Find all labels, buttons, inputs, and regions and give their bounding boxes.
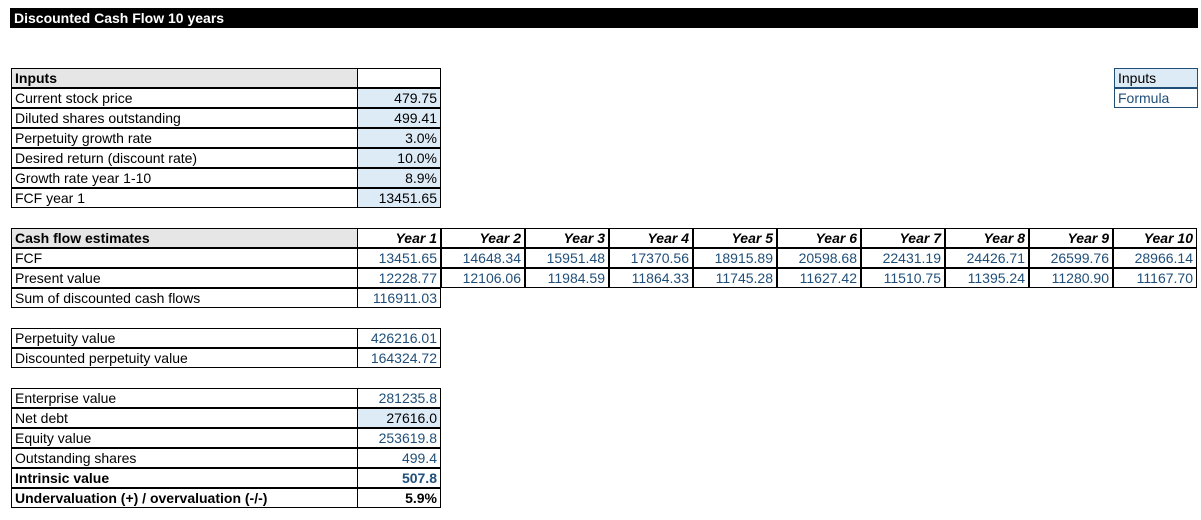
discount-rate-cell[interactable]: 10.0% xyxy=(357,148,441,168)
fcf-cell[interactable]: 13451.65 xyxy=(357,248,441,268)
enterprise-value-label[interactable]: Enterprise value xyxy=(11,388,358,408)
equity-value-label[interactable]: Equity value xyxy=(11,428,358,448)
year-header[interactable]: Year 10 xyxy=(1113,228,1197,248)
fcf-cell[interactable]: 26599.76 xyxy=(1029,248,1113,268)
intrinsic-value-cell[interactable]: 507.8 xyxy=(357,468,441,488)
year-header[interactable]: Year 6 xyxy=(777,228,861,248)
present-value-cell[interactable]: 12228.77 xyxy=(357,268,441,288)
input-label[interactable]: Current stock price xyxy=(11,88,358,108)
fcf-cell[interactable]: 18915.89 xyxy=(693,248,777,268)
year-header[interactable]: Year 5 xyxy=(693,228,777,248)
fcf-cell[interactable]: 28966.14 xyxy=(1113,248,1197,268)
discounted-perpetuity-label[interactable]: Discounted perpetuity value xyxy=(11,348,358,368)
intrinsic-value-label[interactable]: Intrinsic value xyxy=(11,468,358,488)
present-value-cell[interactable]: 11627.42 xyxy=(777,268,861,288)
growth-rate-cell[interactable]: 8.9% xyxy=(357,168,441,188)
present-value-cell[interactable]: 11167.70 xyxy=(1113,268,1197,288)
input-label[interactable]: Growth rate year 1-10 xyxy=(11,168,358,188)
present-value-cell[interactable]: 12106.06 xyxy=(441,268,525,288)
enterprise-value-cell[interactable]: 281235.8 xyxy=(357,388,441,408)
input-label[interactable]: Desired return (discount rate) xyxy=(11,148,358,168)
perpetuity-growth-cell[interactable]: 3.0% xyxy=(357,128,441,148)
year-header[interactable]: Year 4 xyxy=(609,228,693,248)
present-value-cell[interactable]: 11510.75 xyxy=(861,268,945,288)
sum-dcf-cell[interactable]: 116911.03 xyxy=(357,288,441,308)
fcf-label[interactable]: FCF xyxy=(11,248,358,268)
year-header[interactable]: Year 8 xyxy=(945,228,1029,248)
outstanding-shares-cell[interactable]: 499.4 xyxy=(357,448,441,468)
sheet-title: Discounted Cash Flow 10 years xyxy=(10,8,1198,28)
present-value-label[interactable]: Present value xyxy=(11,268,358,288)
perpetuity-value-label[interactable]: Perpetuity value xyxy=(11,328,358,348)
year-header[interactable]: Year 7 xyxy=(861,228,945,248)
undervaluation-cell[interactable]: 5.9% xyxy=(357,488,441,508)
legend-formula[interactable]: Formula xyxy=(1114,88,1198,108)
net-debt-cell[interactable]: 27616.0 xyxy=(357,408,441,428)
fcf-cell[interactable]: 15951.48 xyxy=(525,248,609,268)
year-header[interactable]: Year 1 xyxy=(357,228,441,248)
sum-dcf-label[interactable]: Sum of discounted cash flows xyxy=(11,288,358,308)
current-stock-price-cell[interactable]: 479.75 xyxy=(357,88,441,108)
cashflow-header[interactable]: Cash flow estimates xyxy=(11,228,358,248)
input-label[interactable]: Diluted shares outstanding xyxy=(11,108,358,128)
fcf-cell[interactable]: 24426.71 xyxy=(945,248,1029,268)
fcf-cell[interactable]: 14648.34 xyxy=(441,248,525,268)
present-value-cell[interactable]: 11984.59 xyxy=(525,268,609,288)
fcf-cell[interactable]: 20598.68 xyxy=(777,248,861,268)
equity-value-cell[interactable]: 253619.8 xyxy=(357,428,441,448)
discounted-perpetuity-cell[interactable]: 164324.72 xyxy=(357,348,441,368)
legend-inputs[interactable]: Inputs xyxy=(1114,68,1198,88)
fcf-cell[interactable]: 22431.19 xyxy=(861,248,945,268)
undervaluation-label[interactable]: Undervaluation (+) / overvaluation (-/-) xyxy=(11,488,358,508)
present-value-cell[interactable]: 11745.28 xyxy=(693,268,777,288)
year-header[interactable]: Year 2 xyxy=(441,228,525,248)
fcf-year1-cell[interactable]: 13451.65 xyxy=(357,188,441,208)
diluted-shares-cell[interactable]: 499.41 xyxy=(357,108,441,128)
year-header[interactable]: Year 3 xyxy=(525,228,609,248)
fcf-cell[interactable]: 17370.56 xyxy=(609,248,693,268)
perpetuity-value-cell[interactable]: 426216.01 xyxy=(357,328,441,348)
year-header[interactable]: Year 9 xyxy=(1029,228,1113,248)
present-value-cell[interactable]: 11864.33 xyxy=(609,268,693,288)
inputs-header-value-cell[interactable] xyxy=(357,68,441,88)
net-debt-label[interactable]: Net debt xyxy=(11,408,358,428)
input-label[interactable]: FCF year 1 xyxy=(11,188,358,208)
inputs-header[interactable]: Inputs xyxy=(11,68,358,88)
outstanding-shares-label[interactable]: Outstanding shares xyxy=(11,448,358,468)
present-value-cell[interactable]: 11395.24 xyxy=(945,268,1029,288)
present-value-cell[interactable]: 11280.90 xyxy=(1029,268,1113,288)
input-label[interactable]: Perpetuity growth rate xyxy=(11,128,358,148)
